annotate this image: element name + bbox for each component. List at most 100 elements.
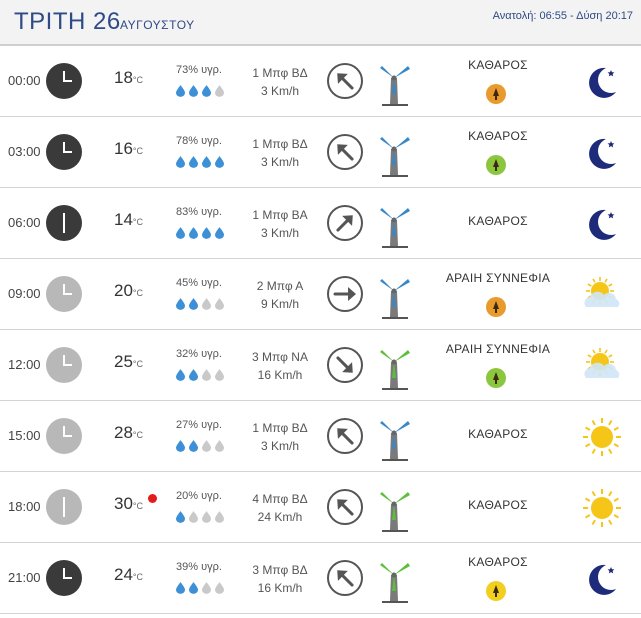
humidity-drop-icon [215,297,224,310]
wind-direction-icon [327,418,363,454]
wind-turbine-icon [376,60,412,108]
humidity-drop-icon [189,297,198,310]
wind-speed: 9 Km/h [260,297,299,311]
humidity-drop-icon [189,439,198,452]
forecast-row: 09:00 20°C 45% υγρ. 2 Μπφ Α 9 Km/h ΑΡΑΙΗ ΣΥΝΝ… [0,259,641,330]
clock-icon [46,134,82,170]
wind-beaufort: 2 Μπφ Α [256,279,304,293]
wind-speed: 3 Km/h [260,84,299,98]
wind-turbine-icon [376,415,412,463]
wind-info: 3 Μπφ ΝΑ 16 Km/h [240,348,320,384]
humidity-drop-icon [176,581,185,594]
uv-index-icon [486,84,506,104]
forecast-row: 12:00 25°C 32% υγρ. 3 Μπφ ΝΑ 16 Km/h ΑΡΑΙΗ ΣΥ… [0,330,641,401]
humidity-drop-icon [176,84,185,97]
wind-turbine-icon [376,486,412,534]
wind-info: 2 Μπφ Α 9 Km/h [240,277,320,313]
uv-index-icon [486,297,506,317]
wind-speed: 3 Km/h [260,155,299,169]
temperature: 25°C [114,352,144,371]
row-time: 00:00 [8,73,41,88]
humidity-drop-icon [215,510,224,523]
row-time: 18:00 [8,499,41,514]
wind-info: 1 Μπφ ΒΑ 3 Km/h [240,206,320,242]
wind-direction-icon [327,63,363,99]
clock-icon [46,560,82,596]
wind-beaufort: 3 Μπφ ΝΑ [252,350,308,364]
humidity-label: 32% υγρ. [176,348,222,360]
clock-icon [46,63,82,99]
humidity-label: 78% υγρ. [176,135,222,147]
wind-direction-icon [327,276,363,312]
humidity-drop-icon [202,226,211,239]
humidity-drop-icon [215,84,224,97]
wind-turbine-icon [376,344,412,392]
humidity-label: 73% υγρ. [176,64,222,76]
humidity-drop-icon [176,297,185,310]
wind-speed: 3 Km/h [260,226,299,240]
forecast-row: 06:00 14°C 83% υγρ. 1 Μπφ ΒΑ 3 Km/h ΚΑΘΑΡΟΣ [0,188,641,259]
row-time: 12:00 [8,357,41,372]
wind-turbine-icon [376,557,412,605]
wind-turbine-icon [376,202,412,250]
temperature: 30°C [114,494,144,513]
row-time: 03:00 [8,144,41,159]
wind-direction-icon [327,347,363,383]
humidity-drops [176,368,228,382]
heat-alert-dot [148,494,157,503]
humidity-drops [176,226,228,240]
humidity-label: 20% υγρ. [176,490,222,502]
humidity-drop-icon [215,581,224,594]
wind-direction-icon [327,560,363,596]
clock-icon [46,347,82,383]
wind-speed: 3 Km/h [260,439,299,453]
humidity-drop-icon [202,297,211,310]
clock-icon [46,205,82,241]
wind-speed: 16 Km/h [257,368,303,382]
humidity-drops [176,510,228,524]
temperature: 24°C [114,565,144,584]
humidity-drops [176,84,228,98]
partly-cloudy-icon [580,344,624,388]
humidity-drop-icon [202,510,211,523]
humidity-drop-icon [189,368,198,381]
wind-beaufort: 1 Μπφ ΒΔ [252,66,308,80]
wind-info: 4 Μπφ ΒΔ 24 Km/h [240,490,320,526]
wind-beaufort: 3 Μπφ ΒΔ [252,563,308,577]
humidity-drop-icon [202,155,211,168]
row-time: 15:00 [8,428,41,443]
moon-icon [580,202,624,246]
wind-info: 1 Μπφ ΒΔ 3 Km/h [240,135,320,171]
humidity-drop-icon [202,581,211,594]
wind-info: 1 Μπφ ΒΔ 3 Km/h [240,64,320,100]
sun-icon [580,486,624,530]
humidity-drop-icon [215,439,224,452]
wind-direction-icon [327,489,363,525]
humidity-drop-icon [176,510,185,523]
forecast-row: 18:00 30°C 20% υγρ. 4 Μπφ ΒΔ 24 Km/h ΚΑΘΑΡΟΣ [0,472,641,543]
wind-speed: 16 Km/h [257,581,303,595]
forecast-row: 15:00 28°C 27% υγρ. 1 Μπφ ΒΔ 3 Km/h ΚΑΘΑΡΟΣ [0,401,641,472]
clock-icon [46,489,82,525]
condition-label: ΚΑΘΑΡΟΣ [468,214,528,228]
humidity-drop-icon [189,84,198,97]
humidity-drop-icon [189,226,198,239]
wind-turbine-icon [376,131,412,179]
temperature: 18°C [114,68,144,87]
row-time: 21:00 [8,570,41,585]
wind-beaufort: 4 Μπφ ΒΔ [252,492,308,506]
forecast-list: 00:00 18°C 73% υγρ. 1 Μπφ ΒΔ 3 Km/h ΚΑΘΑΡΟΣ 03… [0,46,641,614]
forecast-row: 03:00 16°C 78% υγρ. 1 Μπφ ΒΔ 3 Km/h ΚΑΘΑΡΟΣ [0,117,641,188]
wind-beaufort: 1 Μπφ ΒΔ [252,137,308,151]
humidity-label: 45% υγρ. [176,277,222,289]
condition-label: ΑΡΑΙΗ ΣΥΝΝΕΦΙΑ [445,271,551,285]
clock-icon [46,276,82,312]
forecast-row: 21:00 24°C 39% υγρ. 3 Μπφ ΒΔ 16 Km/h ΚΑΘΑΡΟΣ [0,543,641,614]
temperature: 14°C [114,210,144,229]
temperature: 28°C [114,423,144,442]
wind-turbine-icon [376,273,412,321]
humidity-drop-icon [176,439,185,452]
humidity-drop-icon [215,155,224,168]
clock-icon [46,418,82,454]
wind-direction-icon [327,205,363,241]
